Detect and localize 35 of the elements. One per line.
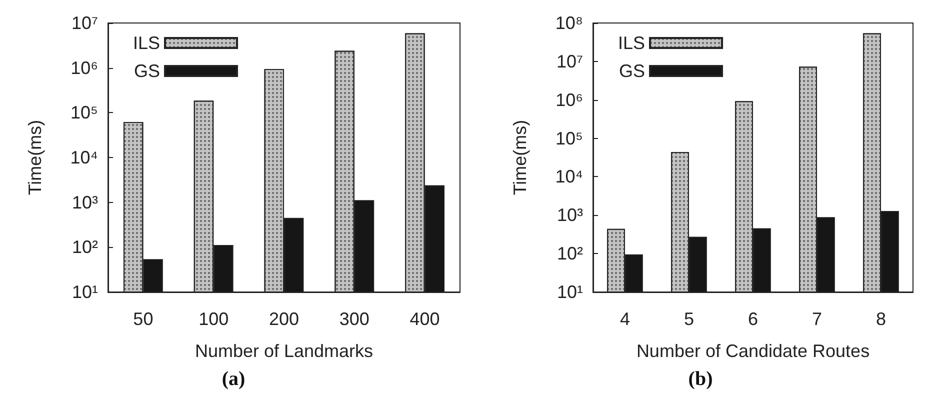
y-tick-label: 10⁷: [556, 51, 583, 72]
x-tick-label: 400: [410, 309, 440, 329]
x-axis-title: Number of Landmarks: [194, 341, 374, 361]
x-tick-label: 200: [268, 309, 300, 329]
text: (b): [688, 368, 713, 390]
legend-label: ILS: [618, 33, 646, 53]
x-tick-label: 6: [748, 309, 758, 329]
y-tick-label: 10⁵: [556, 128, 583, 148]
text: (a): [222, 368, 246, 390]
x-tick-label: 8: [876, 309, 886, 329]
x-tick-label: 7: [812, 309, 822, 329]
legend-label: ILS: [132, 33, 160, 53]
y-tick-label: 10²: [556, 244, 584, 264]
y-tick-label: 10⁴: [70, 148, 98, 168]
y-tick-label: 10²: [72, 237, 98, 258]
x-tick-label: 5: [684, 309, 694, 329]
y-axis-title: Time(ms): [25, 120, 45, 196]
legend-label: GS: [619, 61, 646, 81]
y-axis-title: Time(ms): [510, 120, 530, 196]
y-tick-label: 10¹: [72, 282, 98, 302]
y-tick-label: 10⁶: [556, 90, 583, 110]
y-tick-label: 10⁴: [555, 166, 583, 187]
legend-label: GS: [134, 61, 160, 81]
y-tick-label: 10³: [72, 192, 98, 212]
y-tick-label: 10⁶: [70, 58, 98, 78]
y-tick-label: 10⁷: [71, 13, 98, 33]
x-tick-label: 50: [133, 309, 154, 329]
y-tick-label: 10⁸: [555, 13, 583, 33]
x-axis-title: Number of Candidate Routes: [636, 341, 870, 361]
x-tick-label: 4: [620, 309, 630, 329]
x-tick-label: 300: [339, 309, 370, 329]
x-tick-label: 100: [198, 309, 229, 329]
y-tick-label: 10³: [556, 205, 584, 226]
y-tick-label: 10¹: [556, 282, 584, 302]
y-tick-label: 10⁵: [70, 102, 98, 123]
